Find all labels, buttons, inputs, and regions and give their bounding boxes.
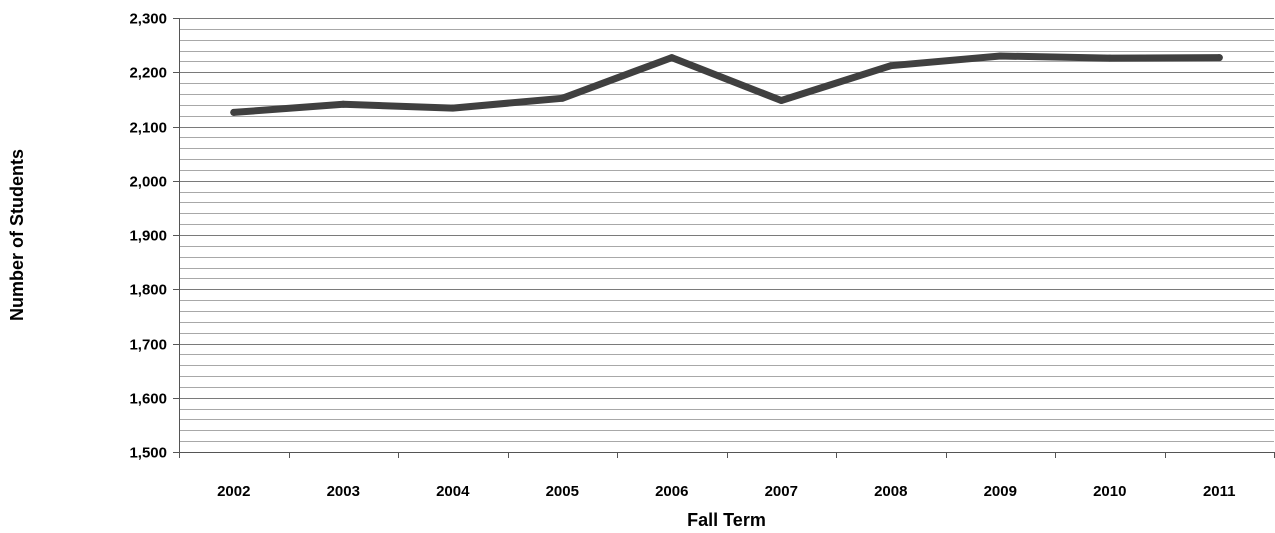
x-axis-title: Fall Term: [687, 510, 766, 530]
data-point: [668, 54, 676, 62]
x-tick-label: 2011: [1203, 483, 1236, 500]
y-axis-ticks: 1,500 1,600 1,700 1,800 1,900 2,000 2,100 2,200…: [129, 11, 179, 462]
y-tick-label: 1,700: [129, 337, 167, 354]
x-tick-label: 2008: [874, 483, 907, 500]
y-tick-label: 2,000: [129, 174, 167, 191]
data-point: [996, 52, 1004, 60]
y-tick-label: 2,200: [129, 65, 167, 82]
series: [230, 52, 1223, 116]
data-point: [1215, 54, 1223, 62]
data-point: [887, 62, 895, 70]
y-tick-label: 2,300: [129, 11, 167, 28]
y-axis-title: Number of Students: [7, 149, 27, 321]
y-tick-label: 2,100: [129, 120, 167, 137]
x-tick-label: 2009: [984, 483, 1017, 500]
y-tick-label: 1,600: [129, 391, 167, 408]
data-point: [1106, 54, 1114, 62]
data-point: [558, 94, 566, 102]
x-tick-label: 2005: [546, 483, 579, 500]
x-tick-label: 2007: [765, 483, 798, 500]
data-point: [777, 96, 785, 104]
y-tick-label: 1,800: [129, 282, 167, 299]
x-tick-label: 2006: [655, 483, 688, 500]
axes: [179, 18, 1274, 453]
data-point: [339, 100, 347, 108]
x-axis-ticks: 2002 2003 2004 2005 2006 2007 2008 2009 2010 2011: [179, 452, 1275, 500]
x-tick-label: 2010: [1093, 483, 1126, 500]
x-tick-label: 2003: [327, 483, 360, 500]
data-point: [449, 104, 457, 112]
y-tick-label: 1,500: [129, 445, 167, 462]
data-point: [230, 108, 238, 116]
grid: [179, 18, 1274, 442]
y-tick-label: 1,900: [129, 228, 167, 245]
series-line: [230, 52, 1223, 116]
x-tick-label: 2002: [217, 483, 250, 500]
x-tick-label: 2004: [436, 483, 470, 500]
